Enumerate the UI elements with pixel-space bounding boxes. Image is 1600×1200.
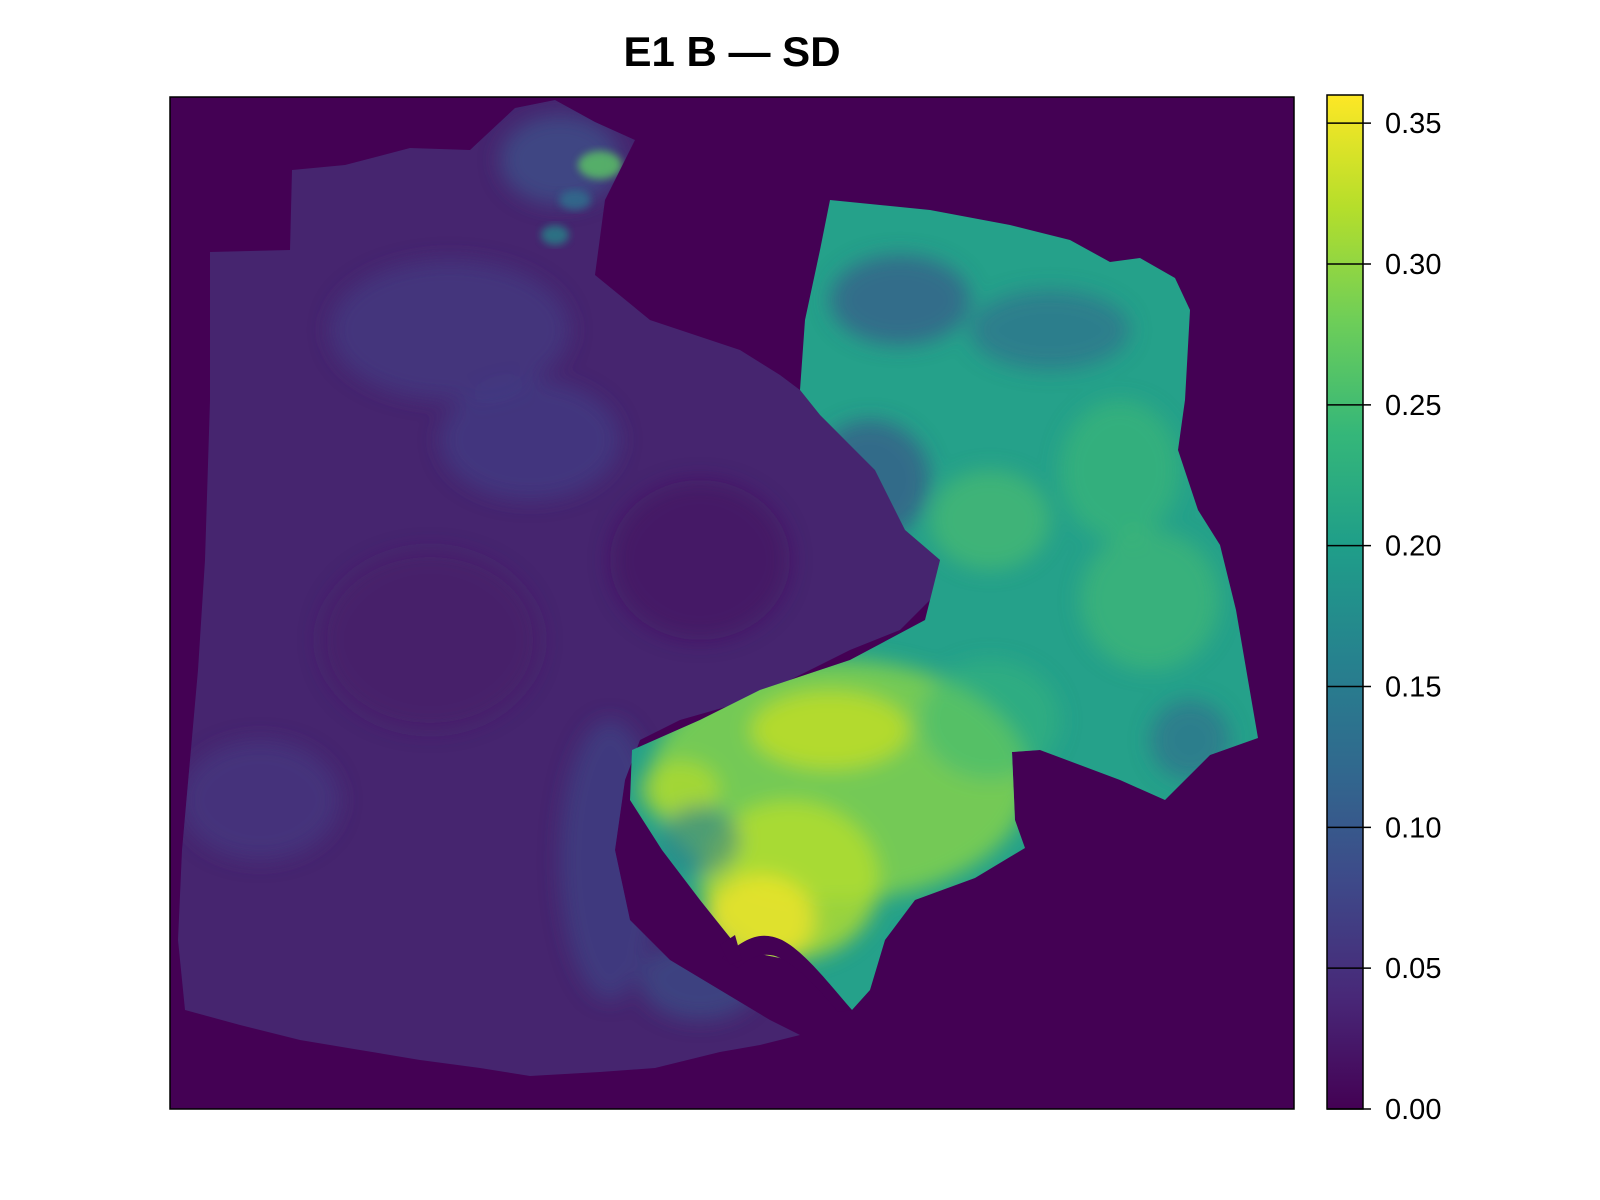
colorbar-tick-label: 0.35 (1385, 108, 1441, 140)
colorbar (1327, 95, 1363, 1109)
colorbar-tick-label: 0.20 (1385, 531, 1441, 563)
colorbar-tick-label: 0.30 (1385, 249, 1441, 281)
colorbar-ticks: 0.00 0.05 0.10 0.15 0.20 0.25 0.30 0.35 (1327, 108, 1441, 1126)
speckle-north (541, 151, 622, 245)
river-channel (722, 935, 852, 1012)
colorbar-tick-label: 0.10 (1385, 812, 1441, 844)
plot-frame (169, 96, 1295, 1110)
colorbar-tick-label: 0.15 (1385, 672, 1441, 704)
colorbar-legend: 0.00 0.05 0.10 0.15 0.20 0.25 0.30 0.35 (1326, 94, 1441, 1126)
colorbar-tick-label: 0.25 (1385, 390, 1441, 422)
colorbar-tick-label: 0.05 (1385, 953, 1441, 985)
raster-west (178, 100, 940, 1076)
colorbar-tick-label: 0.00 (1385, 1094, 1441, 1126)
chart-title: E1 B — SD (623, 28, 841, 75)
